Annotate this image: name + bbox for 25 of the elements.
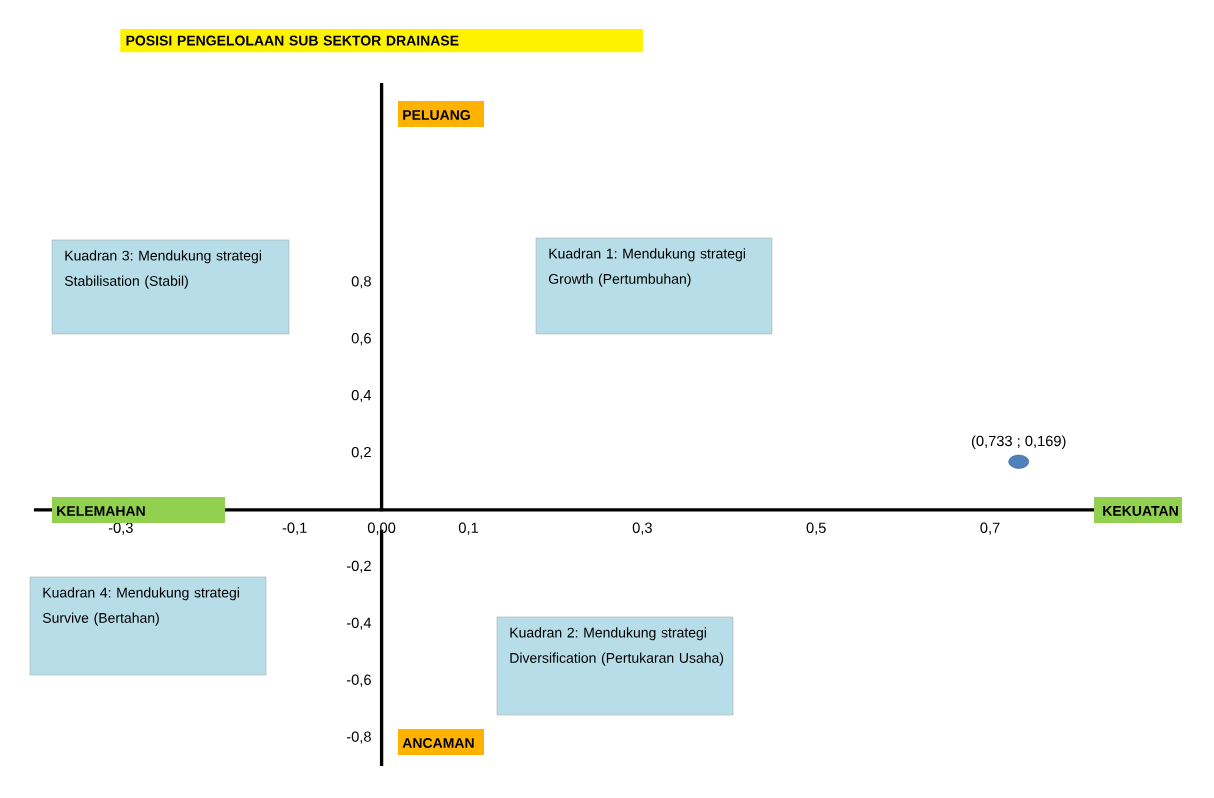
annotation: Kuadran 2: Mendukung strategi Diversification (Pertukaran Usaha): [510, 627, 724, 666]
y-tick-label: 0,8: [351, 276, 371, 289]
x-tick-label: 0,7: [980, 522, 1000, 535]
y-tick-label: 0,2: [351, 446, 371, 459]
y-tick-label: 0,4: [351, 389, 372, 403]
y-tick-label: -0,2: [346, 560, 371, 573]
data-label: (0,733 ; 0,169): [971, 435, 1066, 450]
x-tick-label: -0,3: [108, 522, 133, 535]
x-tick-label: 0,00: [367, 522, 396, 535]
annotation: KEKUATAN: [1103, 506, 1178, 516]
x-tick-label: 0,5: [806, 522, 826, 535]
annotation: Kuadran 4: Mendukung strategi Survive (Bertahan): [42, 587, 239, 626]
annotation: KELEMAHAN: [57, 506, 145, 516]
annotation: Kuadran 3: Mendukung strategi Stabilisation (Stabil): [64, 250, 261, 289]
y-tick-label: 0,6: [351, 333, 371, 346]
chart-title: POSISI PENGELOLAAN SUB SEKTOR DRAINASE: [126, 35, 459, 46]
y-tick-label: -0,4: [346, 617, 372, 630]
x-tick-label: 0,1: [458, 522, 478, 535]
annotation: PELUANG: [403, 110, 470, 120]
x-tick-label: -0,1: [282, 522, 307, 535]
x-tick-label: 0,3: [632, 522, 652, 535]
y-tick-label: -0,6: [346, 674, 371, 687]
y-tick-label: -0,8: [346, 731, 371, 744]
annotation: ANCAMAN: [402, 738, 474, 748]
annotation: Kuadran 1: Mendukung strategi Growth (Pertumbuhan): [548, 248, 745, 287]
